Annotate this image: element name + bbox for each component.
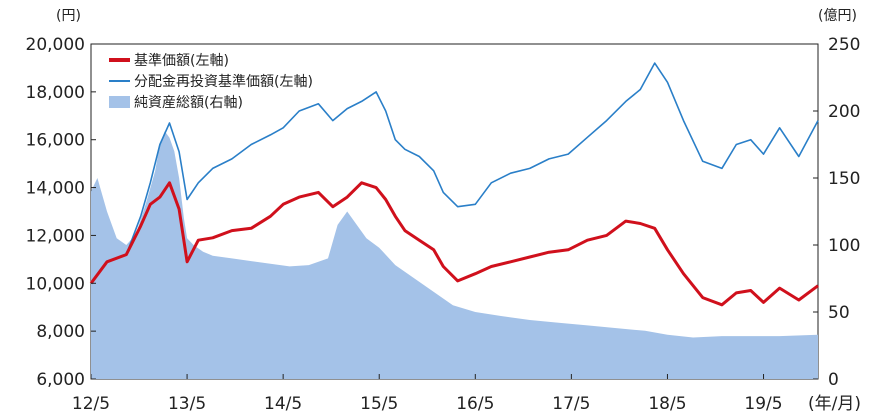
left-axis-tick-label: 6,000 [36,370,85,390]
left-axis-tick-label: 16,000 [26,131,85,151]
series-line-reinvested-nav [90,62,819,284]
right-axis-tick-label: 50 [828,303,850,323]
left-axis-tick-label: 10,000 [26,274,85,294]
x-axis-tick-label: 12/5 [72,394,110,414]
left-axis-tick-label: 18,000 [26,83,85,103]
legend: 基準価額(左軸) 分配金再投資基準価額(左軸) 純資産総額(右軸) [109,52,313,111]
x-axis-tick-label: 13/5 [168,394,206,414]
x-axis-tick-label: 17/5 [552,394,590,414]
line-layer [89,62,819,307]
x-axis-tick-label: 19/5 [744,394,782,414]
x-axis-tick-label: 18/5 [648,394,686,414]
tick-layer: 6,000 8,000 10,000 12,000 14,000 16,000 18,000… [26,35,861,414]
right-axis-tick-label: 150 [828,169,860,189]
right-axis-tick-label: 250 [828,35,860,55]
left-axis-tick-label: 14,000 [26,179,85,199]
x-axis-tick-label: 16/5 [456,394,494,414]
x-axis-tick-label: 14/5 [264,394,302,414]
legend-swatch-net-assets [109,96,130,108]
left-axis-unit: (円) [56,8,81,24]
legend-label-reinvested: 分配金再投資基準価額(左軸) [134,73,313,90]
left-axis-tick-label: 8,000 [36,322,85,342]
series-area-net-assets [91,131,818,379]
legend-label-net-assets: 純資産総額(右軸) [134,95,243,111]
right-axis-tick-label: 0 [828,370,839,390]
left-axis-tick-label: 12,000 [26,226,85,246]
series-line-nav [89,181,819,307]
right-axis-tick-label: 200 [828,102,860,122]
left-axis-tick-label: 20,000 [26,35,85,55]
x-axis-unit: (年/月) [808,394,861,414]
x-axis-tick-label: 15/5 [360,394,398,414]
right-axis-unit: (億円) [818,8,857,24]
area-layer [91,131,818,379]
legend-label-nav: 基準価額(左軸) [134,52,229,69]
right-axis-tick-label: 100 [828,236,860,256]
